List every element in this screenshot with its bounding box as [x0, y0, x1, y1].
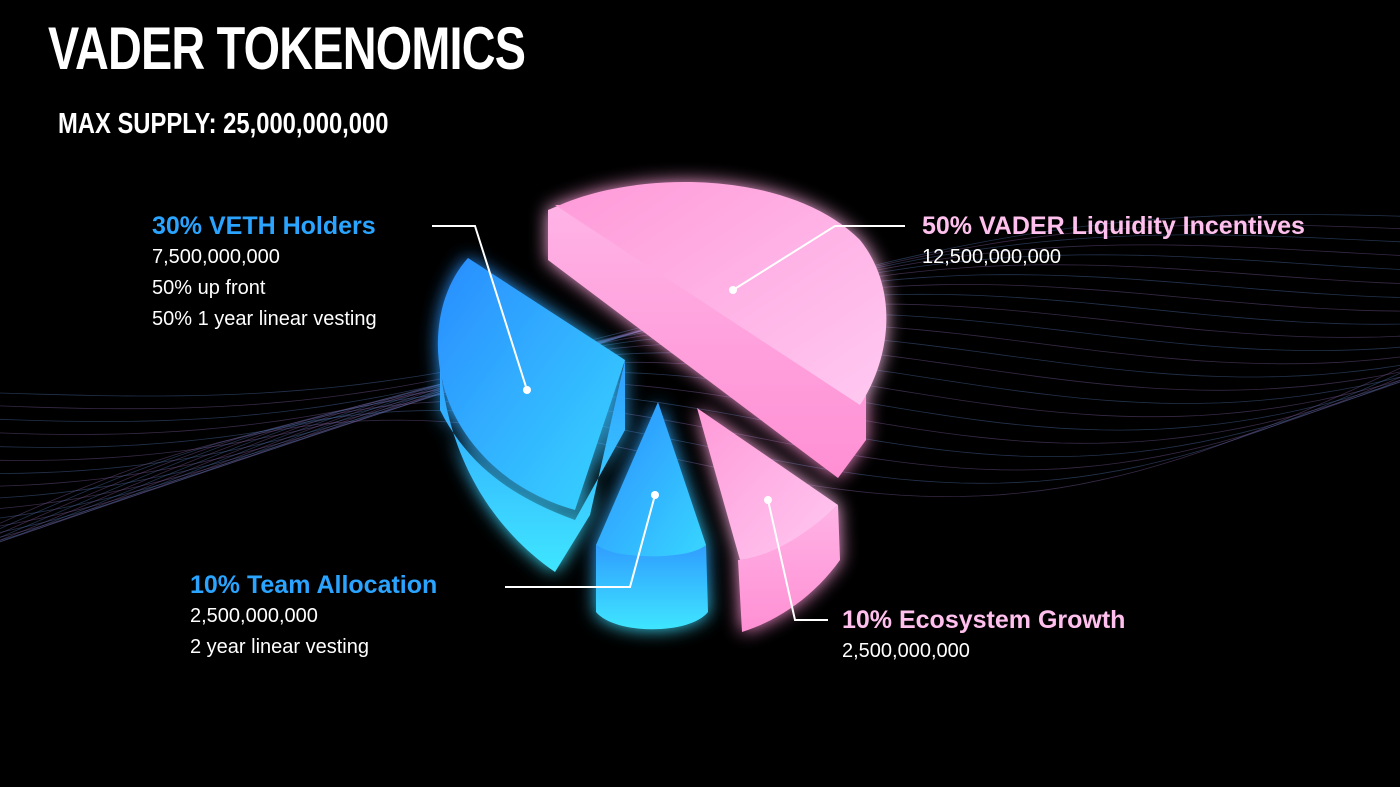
- label-amount: 2,500,000,000: [842, 640, 970, 662]
- label-ecosystem-growth: 10% Ecosystem Growth 2,500,000,000: [842, 604, 1125, 667]
- max-supply-subtitle: MAX SUPPLY: 25,000,000,000: [58, 108, 389, 140]
- label-detail: 50% 1 year linear vesting: [152, 308, 377, 330]
- label-detail: 2 year linear vesting: [190, 636, 369, 658]
- page-title: VADER TOKENOMICS: [48, 15, 526, 82]
- leader-line-veth-holders: [432, 225, 528, 391]
- label-detail: 50% up front: [152, 277, 266, 299]
- leader-dot-veth-holders: [523, 386, 531, 394]
- slice-top-team-allocation: [596, 402, 706, 557]
- slice-vader-liquidity-incentives: [548, 182, 887, 478]
- slice-team-allocation: [596, 402, 708, 630]
- leader-dot-team-allocation: [651, 491, 659, 499]
- leader-dot-ecosystem-growth: [764, 496, 772, 504]
- label-team-allocation: 10% Team Allocation 2,500,000,000 2 year l…: [190, 569, 437, 663]
- label-heading: 10% Team Allocation: [190, 571, 438, 599]
- slice-top-vader-liquidity-incentives: [555, 182, 887, 405]
- slice-side-team-allocation: [596, 545, 708, 630]
- label-veth-holders: 30% VETH Holders 7,500,000,000 50% up fron…: [152, 210, 377, 335]
- label-vader-liquidity-incentives: 50% VADER Liquidity Incentives 12,500,000…: [922, 210, 1305, 273]
- label-heading: 50% VADER Liquidity Incentives: [922, 212, 1305, 240]
- leader-line-team-allocation: [505, 494, 656, 588]
- label-amount: 7,500,000,000: [152, 246, 280, 268]
- label-heading: 10% Ecosystem Growth: [842, 606, 1126, 634]
- label-amount: 2,500,000,000: [190, 605, 318, 627]
- leader-line-ecosystem-growth: [767, 499, 828, 621]
- label-amount: 12,500,000,000: [922, 246, 1062, 268]
- slice-top-veth-holders: [437, 258, 625, 510]
- leader-line-vader-liquidity-incentives: [732, 225, 905, 291]
- slice-ecosystem-growth: [697, 408, 840, 632]
- slice-side-veth-holders: [440, 360, 625, 572]
- label-heading: 30% VETH Holders: [152, 212, 376, 240]
- slice-side-ecosystem-growth: [738, 505, 840, 632]
- slice-veth-holders: [437, 258, 625, 572]
- slice-top-ecosystem-growth: [697, 408, 838, 560]
- leader-dot-vader-liquidity-incentives: [729, 286, 737, 294]
- slice-side-vader-liquidity-incentives: [548, 205, 866, 478]
